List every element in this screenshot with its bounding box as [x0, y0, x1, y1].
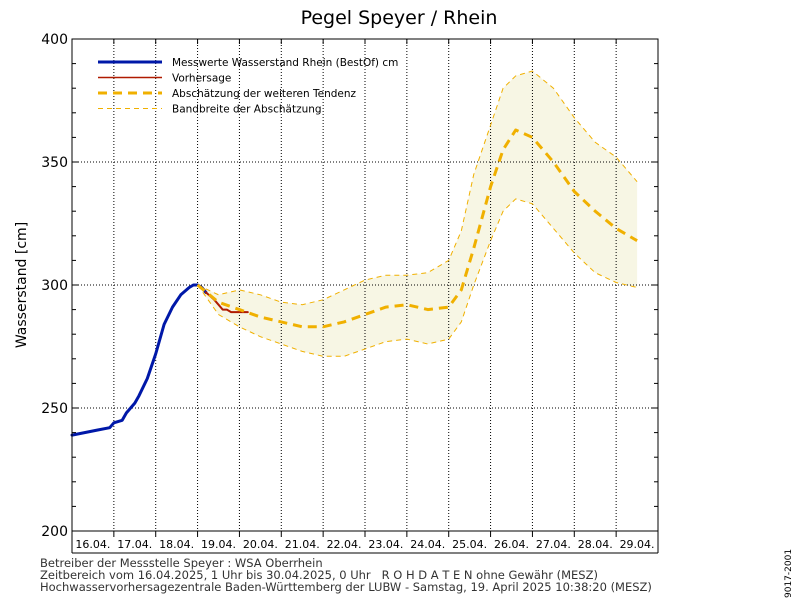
y-axis-label: Wasserstand [cm]: [14, 222, 30, 348]
x-tick-label: 25.04.: [452, 538, 487, 551]
band-layer: [197, 71, 638, 357]
series-line: [196, 128, 638, 329]
y-tick-label: 200: [41, 524, 68, 540]
legend-label: Bandbreite der Abschätzung: [172, 104, 322, 116]
side-code: 9017-2001: [784, 548, 794, 598]
footer-time-range: Zeitbereich vom 16.04.2025, 1 Uhr bis 30…: [40, 568, 598, 582]
x-tick-label: 19.04.: [201, 538, 236, 551]
x-tick-label: 17.04.: [117, 538, 152, 551]
x-tick-label: 27.04.: [536, 538, 571, 551]
x-tick-label: 26.04.: [494, 538, 529, 551]
footer-operator: Betreiber der Messstelle Speyer : WSA Ob…: [40, 556, 323, 570]
y-tick-label: 300: [41, 278, 68, 294]
legend: Messwerte Wasserstand Rhein (BestOf) cm V…: [98, 57, 398, 116]
x-tick-label: 24.04.: [410, 538, 445, 551]
x-tick-label: 22.04.: [327, 538, 362, 551]
x-tick-label: 29.04.: [620, 538, 655, 551]
axes-layer: 200 250 300 350 400 16.04. 17.04. 18.04. 19.04. 2…: [41, 32, 659, 554]
x-tick-label: 16.04.: [75, 538, 110, 551]
legend-label: Messwerte Wasserstand Rhein (BestOf) cm: [172, 57, 398, 69]
chart-title: Pegel Speyer / Rhein: [301, 7, 498, 29]
y-tick-label: 250: [41, 401, 68, 417]
x-tick-label: 20.04.: [243, 538, 278, 551]
x-tick-label: 23.04.: [368, 538, 403, 551]
band-area: [197, 71, 638, 357]
x-tick-label: 18.04.: [159, 538, 194, 551]
legend-label: Abschätzung der weiteren Tendenz: [172, 88, 357, 100]
x-tick-label: 28.04.: [578, 538, 613, 551]
footer-publisher: Hochwasservorhersagezentrale Baden-Württ…: [40, 580, 652, 594]
legend-label: Vorhersage: [172, 73, 231, 85]
y-tick-label: 350: [41, 155, 68, 171]
y-tick-label: 400: [41, 32, 68, 48]
band-lower-line: [197, 198, 638, 357]
x-tick-label: 21.04.: [285, 538, 320, 551]
series-line: [70, 283, 208, 437]
series-layer: [70, 70, 638, 437]
band-upper-line: [197, 70, 638, 306]
